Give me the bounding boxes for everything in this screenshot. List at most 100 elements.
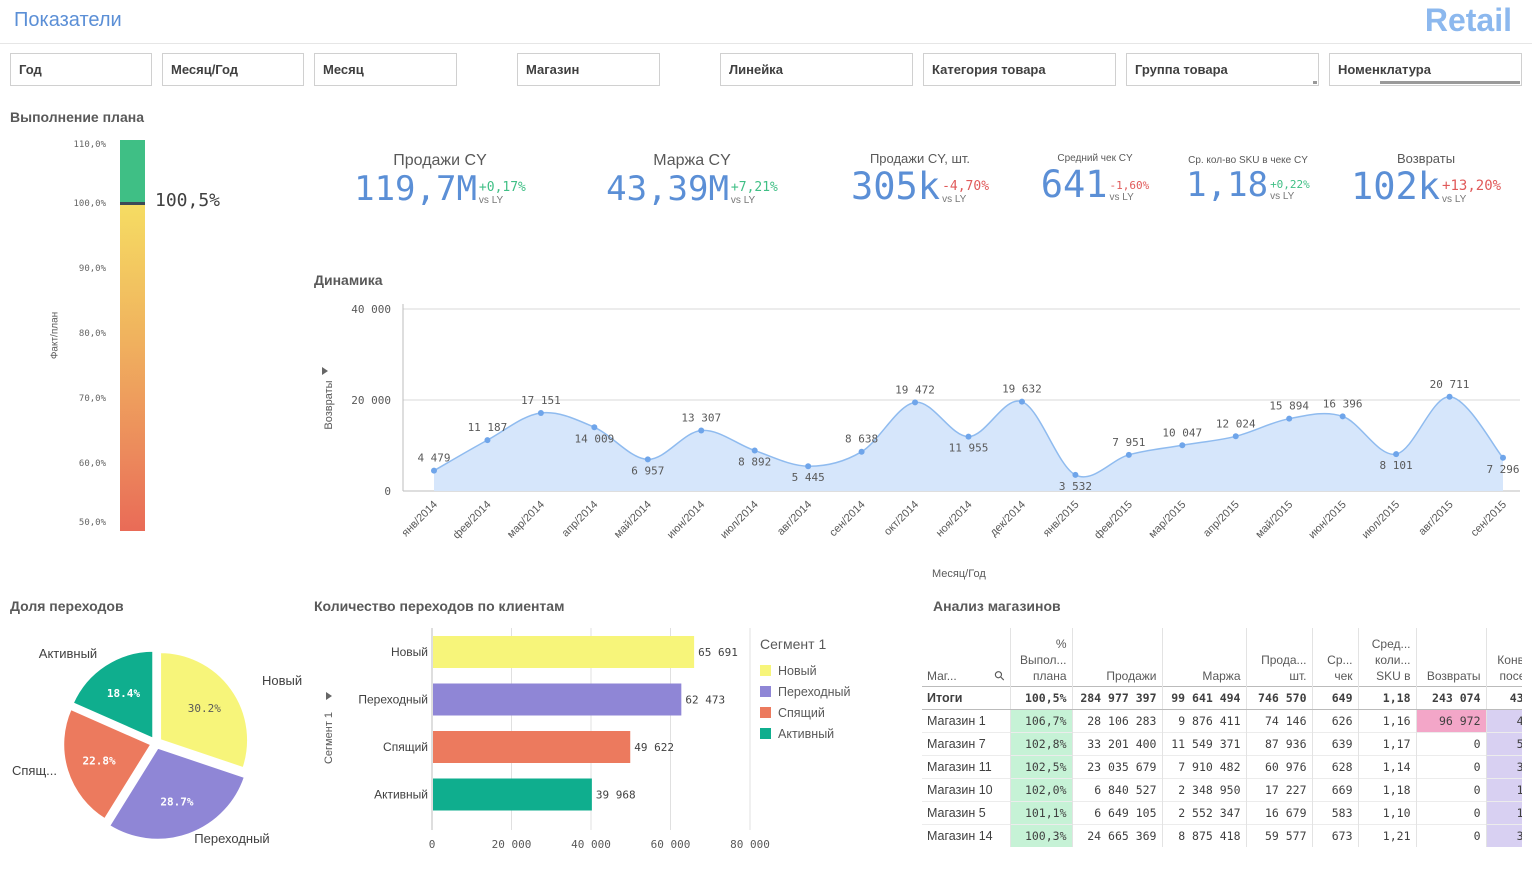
kpi-margin[interactable]: Маржа CY 43,39M +7,21% vs LY — [592, 152, 792, 206]
legend-label: Новый — [778, 664, 817, 678]
table-cell: 51 — [1486, 731, 1522, 755]
kpi-sales[interactable]: Продажи CY 119,7M +0,17% vs LY — [340, 152, 540, 206]
kpi-vs: vs LY — [1109, 192, 1134, 203]
x-tick-label: мар/2014 — [505, 499, 547, 541]
bar-value-label: 39 968 — [596, 789, 636, 802]
column-header[interactable]: Прода... шт. — [1246, 628, 1313, 686]
slice-category-label: Спящ... — [12, 763, 57, 778]
table-cell: 100,3% — [1010, 823, 1073, 847]
x-tick-label: фев/2014 — [451, 499, 494, 542]
table-cell: 7 910 482 — [1162, 754, 1247, 778]
filter-year[interactable]: Год — [10, 53, 152, 86]
pie-slice — [62, 707, 153, 821]
gauge-tick: 110,0% — [73, 140, 106, 150]
data-point — [1018, 398, 1025, 405]
bar-value-label: 62 473 — [685, 694, 725, 707]
data-label: 11 187 — [468, 421, 508, 434]
gauge-marker — [120, 202, 145, 205]
column-header[interactable]: ⚲ Маг... — [922, 628, 1011, 686]
table-cell: 23 035 679 — [1072, 754, 1163, 778]
kpi-returns[interactable]: Возвраты 102k +13,20% vs LY — [1340, 151, 1512, 205]
kpi-avg-sku[interactable]: Ср. кол-во SKU в чеке CY 1,18 +0,22% vs L… — [1178, 155, 1318, 202]
table-row[interactable]: Магазин 7 102,8% 33 201 400 11 549 371 87 93… — [922, 731, 1522, 755]
filter-store[interactable]: Магазин — [517, 53, 660, 86]
x-tick-label: май/2015 — [1253, 499, 1295, 541]
filter-label: Месяц — [323, 62, 364, 77]
table-cell: Магазин 5 — [922, 800, 1011, 824]
column-header[interactable]: Маржа — [1162, 628, 1247, 686]
filter-line[interactable]: Линейка — [720, 53, 913, 86]
totals-row[interactable]: Итоги 100,5% 284 977 397 99 641 494 746 570 6… — [922, 685, 1522, 710]
gauge-tick: 70,0% — [78, 394, 106, 404]
legend-item-sleeping[interactable]: Спящий — [760, 706, 825, 720]
data-label: 5 445 — [792, 471, 825, 484]
data-label: 7 296 — [1486, 463, 1519, 476]
legend-item-transitional[interactable]: Переходный — [760, 685, 851, 699]
table-cell: Магазин 10 — [922, 777, 1011, 801]
kpi-vs: vs LY — [730, 195, 756, 206]
legend-item-active[interactable]: Активный — [760, 727, 834, 741]
table-row[interactable]: Магазин 10 102,0% 6 840 527 2 348 950 17 227… — [922, 777, 1522, 801]
x-tick-label: фев/2015 — [1092, 499, 1135, 542]
slice-value-label: 18.4% — [107, 687, 140, 700]
column-header[interactable]: Возвраты — [1416, 628, 1487, 686]
table-cell: 669 — [1312, 777, 1359, 801]
kpi-units[interactable]: Продажи CY, шт. 305k -4,70% vs LY — [830, 151, 1010, 205]
table-cell: 17 227 — [1246, 777, 1313, 801]
slice-value-label: 28.7% — [160, 795, 193, 808]
table-row[interactable]: Магазин 1 106,7% 28 106 283 9 876 411 74 146… — [922, 708, 1522, 732]
bar — [433, 778, 592, 811]
stores-table[interactable]: ⚲ Маг... % Выпол... плана Продажи Маржа Прода… — [922, 628, 1522, 860]
transitions-pie-chart[interactable]: 30.2% Новый 28.7% Переходный 22.8% Спящ... 18.… — [0, 625, 310, 865]
column-header[interactable]: Ср... чек — [1312, 628, 1359, 686]
legend-item-new[interactable]: Новый — [760, 664, 817, 678]
kpi-label: Продажи CY, шт. — [869, 151, 971, 166]
table-row[interactable]: Магазин 11 102,5% 23 035 679 7 910 482 60 97… — [922, 754, 1522, 778]
table-cell: Магазин 7 — [922, 731, 1011, 755]
table-cell: 649 — [1312, 685, 1359, 710]
filter-category[interactable]: Категория товара — [923, 53, 1116, 86]
brand-logo: Retail — [1424, 2, 1512, 38]
filter-group[interactable]: Группа товара — [1126, 53, 1319, 86]
dynamics-chart[interactable]: 0 20 000 40 000 Возвраты 4 479 11 187 17 151 14… — [310, 295, 1532, 585]
table-cell: 10 — [1486, 777, 1522, 801]
table-cell: 101,1% — [1010, 800, 1073, 824]
table-cell: 1,16 — [1358, 708, 1417, 732]
table-cell: 60 976 — [1246, 754, 1313, 778]
x-tick-label: 40 000 — [571, 838, 611, 851]
transitions-bar-chart[interactable]: 0 20 000 40 000 60 000 80 000 Сегмент 1 Новый 6… — [310, 620, 780, 865]
filter-month[interactable]: Месяц — [314, 53, 457, 86]
kpi-delta: +0,17% — [478, 179, 526, 195]
filter-scrollbar[interactable] — [1313, 81, 1317, 84]
data-point — [912, 399, 919, 406]
filter-nomenclature[interactable]: Номенклатура — [1329, 53, 1522, 86]
gauge-axis-label: Факт/план — [49, 311, 61, 360]
data-label: 12 024 — [1216, 417, 1256, 430]
filter-scrollbar[interactable] — [1380, 81, 1520, 84]
table-row[interactable]: Магазин 14 100,3% 24 665 369 8 875 418 59 57… — [922, 823, 1522, 847]
column-header[interactable]: Продажи — [1072, 628, 1163, 686]
gauge-tick: 90,0% — [78, 264, 106, 274]
filter-month-year[interactable]: Месяц/Год — [162, 53, 304, 86]
gauge-tick: 100,0% — [73, 199, 106, 209]
data-label: 19 472 — [895, 383, 935, 396]
table-row[interactable]: Магазин 5 101,1% 6 649 105 2 552 347 16 679 5… — [922, 800, 1522, 824]
table-cell: 87 936 — [1246, 731, 1313, 755]
data-point — [1232, 433, 1239, 440]
slice-category-label: Активный — [39, 646, 97, 661]
search-icon[interactable]: ⚲ — [990, 666, 1009, 684]
legend-label: Спящий — [778, 706, 825, 720]
column-header[interactable]: % Выпол... плана — [1010, 628, 1073, 686]
data-point — [751, 447, 758, 454]
pie-title: Доля переходов — [10, 598, 124, 614]
x-tick-label: июн/2014 — [665, 499, 707, 541]
column-header[interactable]: Конве посет — [1486, 628, 1522, 686]
table-cell: 436 — [1486, 685, 1522, 710]
data-label: 8 638 — [845, 433, 878, 446]
kpi-delta: -4,70% — [942, 178, 990, 194]
column-header[interactable]: Сред... коли... SKU в — [1358, 628, 1417, 686]
legend-title: Сегмент 1 — [760, 636, 827, 652]
y-tick-label: 20 000 — [351, 394, 391, 407]
kpi-avg-check[interactable]: Средний чек CY 641 -1,60% vs LY — [1030, 153, 1160, 203]
kpi-vs: vs LY — [942, 194, 967, 205]
